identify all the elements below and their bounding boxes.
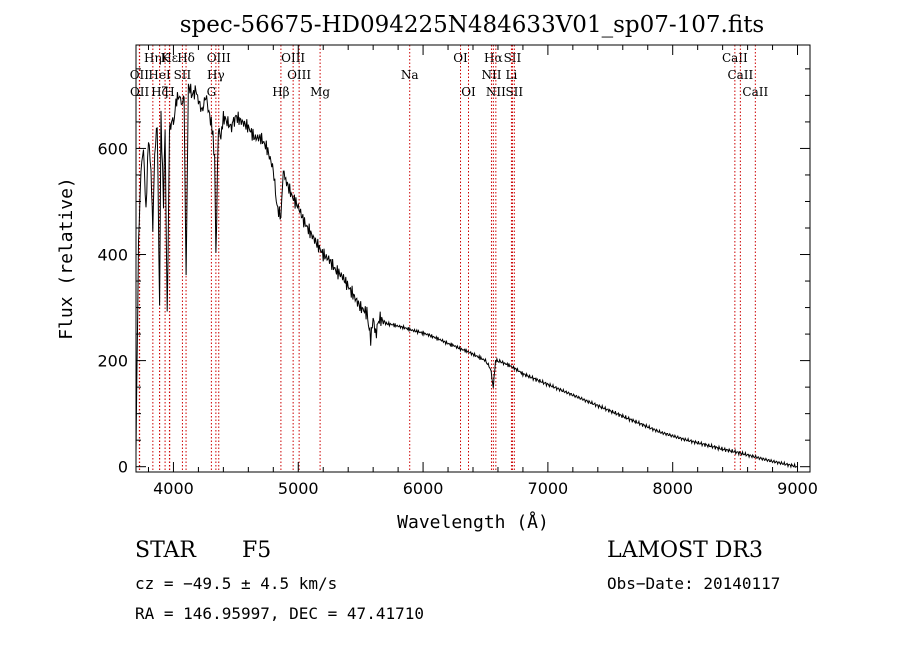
- y-tick-label: 400: [97, 246, 128, 265]
- marker-label: HeI: [148, 68, 171, 82]
- marker-label: OIII: [281, 51, 305, 65]
- spectrum-line: [135, 83, 798, 469]
- y-tick-label: 0: [118, 458, 128, 477]
- y-tick-label: 200: [97, 352, 128, 371]
- y-tick-label: 600: [97, 139, 128, 158]
- marker-label: Li: [506, 68, 518, 82]
- spectrum-series: [135, 83, 798, 469]
- x-tick-label: 5000: [278, 479, 319, 498]
- marker-label: SII: [174, 68, 192, 82]
- marker-label: SII: [505, 85, 523, 99]
- marker-label: Hα: [484, 51, 503, 65]
- marker-label: Hδ: [177, 51, 195, 65]
- marker-label: OIII: [287, 68, 311, 82]
- marker-label: CaII: [727, 68, 753, 82]
- plot-frame: [135, 44, 811, 473]
- marker-label: OI: [461, 85, 476, 99]
- marker-label: OII: [130, 68, 150, 82]
- marker-label: Mg: [310, 85, 330, 99]
- marker-label: SII: [504, 51, 522, 65]
- subclass: F5: [242, 538, 272, 563]
- marker-label: H: [164, 85, 174, 99]
- marker-label: NII: [481, 68, 501, 82]
- x-tick-label: 4000: [153, 479, 194, 498]
- marker-label: Hβ: [272, 85, 289, 99]
- object-type: STAR: [135, 538, 196, 563]
- marker-label: OIII: [207, 51, 231, 65]
- marker-label: Na: [401, 68, 419, 82]
- x-tick-label: 9000: [777, 479, 818, 498]
- marker-label: NII: [486, 85, 506, 99]
- x-axis-label: Wavelength (Å): [397, 511, 549, 533]
- y-axis-label: Flux (relative): [56, 177, 77, 340]
- chart-title: spec-56675-HD094225N484633V01_sp07-107.f…: [180, 12, 765, 38]
- x-tick-label: 6000: [403, 479, 444, 498]
- coordinates: RA = 146.95997, DEC = 47.41710: [135, 604, 424, 623]
- marker-label: OI: [453, 51, 468, 65]
- marker-label: G: [207, 85, 217, 99]
- survey-name: LAMOST DR3: [607, 538, 763, 563]
- marker-label: CaII: [722, 51, 748, 65]
- axes: 4000 5000 6000 7000 8000 9000 0 200 400 600: [97, 45, 818, 498]
- x-tick-label: 7000: [528, 479, 569, 498]
- marker-label: CaII: [742, 85, 768, 99]
- marker-label: Hη: [144, 51, 162, 65]
- marker-label: Hζ: [151, 85, 168, 99]
- obs-date: Obs−Date: 20140117: [607, 574, 781, 593]
- redshift-cz: cz = −49.5 ± 4.5 km/s: [135, 574, 338, 593]
- marker-label: Hγ: [207, 68, 225, 82]
- marker-label: OII: [130, 85, 150, 99]
- marker-label: K: [161, 51, 171, 65]
- x-tick-label: 8000: [652, 479, 693, 498]
